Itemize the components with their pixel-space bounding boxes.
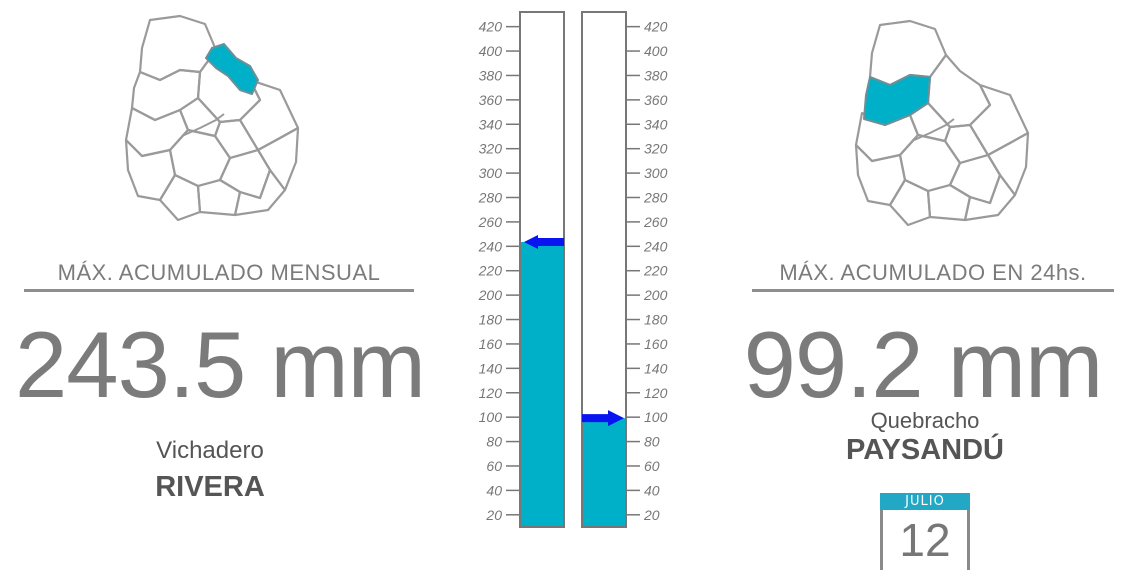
right-tick-label: 20 bbox=[643, 507, 660, 523]
right-axis: 20 40 60 80 100 120 140 160 180 200 220 240 260 280 30… bbox=[626, 19, 668, 523]
calendar-day: 12 bbox=[880, 510, 970, 570]
right-value-arrow-icon bbox=[582, 410, 624, 427]
right-tick-label: 400 bbox=[644, 43, 668, 59]
left-tick-label: 220 bbox=[478, 263, 503, 279]
left-tick-label: 140 bbox=[479, 360, 503, 376]
right-tick-label: 140 bbox=[644, 360, 668, 376]
left-max-value: 243.5 mm bbox=[15, 312, 426, 417]
left-tick-label: 200 bbox=[478, 287, 503, 303]
right-tube-fill bbox=[583, 418, 625, 526]
left-department-name: RIVERA bbox=[155, 471, 265, 503]
right-tick-label: 320 bbox=[644, 141, 668, 157]
right-tick-label: 220 bbox=[643, 263, 668, 279]
left-tick-label: 20 bbox=[485, 507, 502, 523]
left-tick-label: 280 bbox=[478, 189, 503, 205]
left-tick-label: 300 bbox=[479, 165, 503, 181]
right-tick-label: 120 bbox=[644, 385, 668, 401]
right-tick-label: 200 bbox=[643, 287, 668, 303]
right-tick-label: 420 bbox=[644, 19, 668, 35]
left-tick-label: 320 bbox=[479, 141, 503, 157]
right-tick-label: 180 bbox=[644, 312, 668, 328]
right-tick-label: 60 bbox=[644, 458, 660, 474]
right-tick-label: 360 bbox=[644, 92, 668, 108]
calendar-month: JULIO bbox=[880, 493, 970, 510]
right-department-name: PAYSANDÚ bbox=[846, 434, 1004, 466]
left-heading: MÁX. ACUMULADO MENSUAL bbox=[57, 260, 381, 285]
right-tick-label: 300 bbox=[644, 165, 668, 181]
left-tick-label: 100 bbox=[479, 409, 503, 425]
left-tube-fill bbox=[521, 242, 563, 526]
left-value-arrow-icon bbox=[524, 235, 564, 250]
right-tick-label: 380 bbox=[644, 67, 668, 83]
left-station-name: Vichadero bbox=[156, 437, 264, 464]
right-tick-label: 100 bbox=[644, 409, 668, 425]
left-tick-label: 340 bbox=[479, 116, 503, 132]
right-tick-label: 340 bbox=[644, 116, 668, 132]
left-tick-label: 80 bbox=[486, 434, 502, 450]
uruguay-map-paysandu-highlighted-icon bbox=[850, 15, 1040, 230]
rainfall-gauge-chart: 20 40 60 80 100 120 140 160 180 200 220 240 260 280 30… bbox=[478, 11, 668, 528]
left-axis: 20 40 60 80 100 120 140 160 180 200 220 240 260 280 30… bbox=[478, 19, 520, 523]
right-heading-rule bbox=[752, 289, 1114, 292]
left-tick-label: 400 bbox=[479, 43, 503, 59]
right-max-value: 99.2 mm bbox=[743, 312, 1104, 417]
left-tick-label: 420 bbox=[479, 19, 503, 35]
right-station-name: Quebracho bbox=[870, 408, 980, 433]
left-tick-label: 380 bbox=[479, 67, 503, 83]
left-heading-rule bbox=[24, 289, 414, 292]
calendar-icon: JULIO 12 bbox=[880, 493, 970, 574]
right-tick-label: 40 bbox=[644, 482, 660, 498]
left-tick-label: 40 bbox=[486, 482, 502, 498]
right-tick-label: 160 bbox=[644, 336, 668, 352]
right-tick-label: 280 bbox=[643, 189, 668, 205]
left-tick-label: 240 bbox=[478, 238, 503, 254]
left-tick-label: 180 bbox=[479, 312, 503, 328]
right-tick-label: 260 bbox=[643, 214, 668, 230]
uruguay-map-rivera-highlighted-icon bbox=[120, 10, 310, 225]
left-tick-label: 60 bbox=[486, 458, 502, 474]
right-heading: MÁX. ACUMULADO EN 24hs. bbox=[779, 260, 1087, 285]
left-tick-label: 160 bbox=[479, 336, 503, 352]
right-tick-label: 80 bbox=[644, 434, 660, 450]
left-tick-label: 360 bbox=[479, 92, 503, 108]
left-tick-label: 260 bbox=[478, 214, 503, 230]
left-tick-label: 120 bbox=[479, 385, 503, 401]
right-tick-label: 240 bbox=[643, 238, 668, 254]
